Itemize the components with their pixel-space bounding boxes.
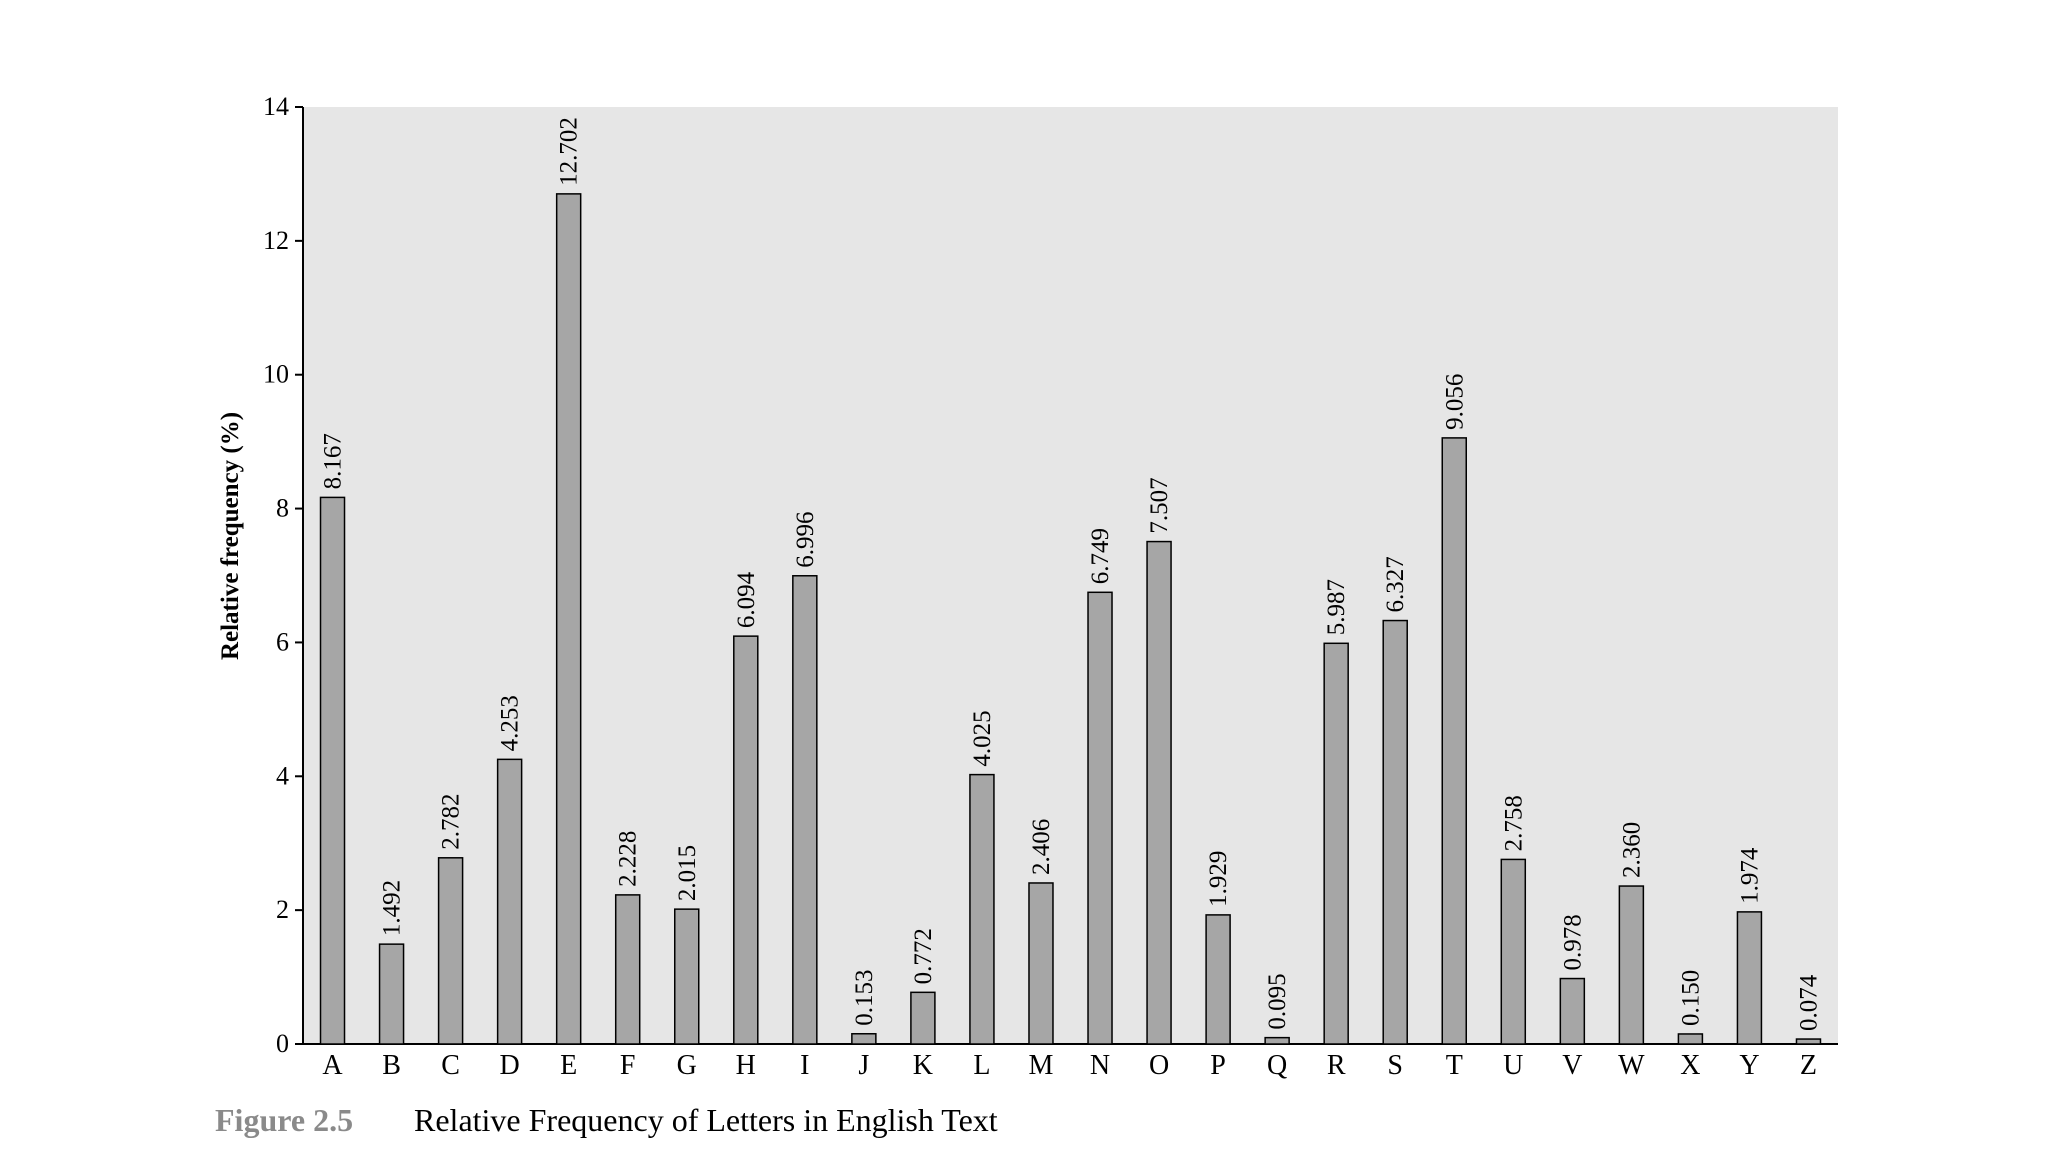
x-tick-label: U — [1503, 1050, 1523, 1081]
value-label: 6.749 — [1087, 528, 1114, 584]
x-tick-label: W — [1618, 1050, 1645, 1081]
y-tick-label: 4 — [276, 761, 289, 790]
y-tick-label: 8 — [276, 494, 289, 523]
x-tick-label: S — [1387, 1050, 1403, 1081]
y-tick-label: 6 — [276, 627, 289, 656]
bar — [1736, 911, 1763, 1045]
x-tick-label: V — [1562, 1050, 1582, 1081]
bar — [851, 1033, 877, 1045]
x-tick-label: Z — [1800, 1050, 1817, 1081]
value-label: 7.507 — [1146, 477, 1173, 533]
value-label: 2.015 — [674, 845, 701, 901]
value-label: 2.406 — [1028, 819, 1055, 875]
y-axis-label: Relative frequency (%) — [217, 412, 244, 660]
value-label: 5.987 — [1323, 579, 1350, 635]
value-label: 0.095 — [1264, 973, 1291, 1029]
x-tick-label: C — [441, 1050, 460, 1081]
x-tick-label: G — [677, 1050, 697, 1081]
value-label: 6.094 — [733, 571, 760, 628]
value-label: 0.074 — [1795, 974, 1822, 1031]
value-label: 1.929 — [1205, 851, 1232, 907]
x-tick-label: B — [382, 1050, 401, 1081]
x-tick-label: D — [500, 1050, 520, 1081]
y-tick-label: 0 — [276, 1029, 289, 1058]
x-tick-label: Y — [1739, 1050, 1759, 1081]
value-label: 0.153 — [851, 970, 878, 1026]
value-label: 0.772 — [910, 928, 937, 984]
bar — [1618, 885, 1645, 1045]
x-tick-label: K — [913, 1050, 933, 1081]
y-tick-label: 2 — [276, 895, 289, 924]
bar — [437, 857, 464, 1045]
value-label: 6.996 — [792, 512, 819, 568]
x-tick-label: R — [1327, 1050, 1346, 1081]
bar — [1264, 1036, 1290, 1045]
bar — [1205, 914, 1231, 1045]
bar — [1677, 1033, 1704, 1045]
bar — [1559, 977, 1586, 1045]
bar — [496, 758, 523, 1045]
value-label: 8.167 — [320, 433, 347, 489]
plot-area — [303, 107, 1838, 1044]
value-label: 4.025 — [969, 710, 996, 766]
bar — [910, 991, 936, 1045]
bar — [1146, 540, 1172, 1045]
x-tick-label: F — [620, 1050, 636, 1081]
x-tick-label: L — [973, 1050, 990, 1081]
x-tick-label: M — [1029, 1050, 1054, 1081]
x-tick-label: J — [858, 1050, 869, 1081]
value-label: 1.974 — [1736, 847, 1763, 904]
value-label: 2.782 — [438, 794, 465, 850]
x-tick-label: E — [560, 1050, 577, 1081]
x-tick-label: T — [1446, 1050, 1463, 1081]
x-tick-label: N — [1090, 1050, 1110, 1081]
value-label: 12.702 — [556, 117, 583, 186]
bar — [1028, 882, 1054, 1045]
bar — [319, 496, 346, 1045]
bar — [969, 773, 995, 1045]
bar — [1382, 619, 1408, 1045]
x-tick-label: Q — [1267, 1050, 1287, 1081]
figure-label: Figure 2.5 — [215, 1102, 353, 1138]
y-tick-label: 12 — [263, 226, 289, 255]
value-label: 9.056 — [1441, 374, 1468, 430]
bar — [733, 635, 759, 1045]
value-label: 2.360 — [1618, 822, 1645, 878]
x-tick-label: I — [800, 1050, 809, 1081]
x-tick-label: O — [1149, 1050, 1169, 1081]
bar — [1795, 1038, 1822, 1045]
value-label: 6.327 — [1382, 556, 1409, 612]
bar — [792, 575, 818, 1045]
value-label: 1.492 — [379, 880, 406, 936]
chart-title: Relative Frequency of Letters in English… — [414, 1102, 998, 1138]
x-tick-label: P — [1210, 1050, 1226, 1081]
x-tick-label: H — [736, 1050, 756, 1081]
bar — [1323, 642, 1349, 1045]
value-label: 4.253 — [497, 695, 524, 751]
value-label: 2.228 — [615, 831, 642, 887]
bar — [614, 894, 641, 1045]
value-label: 0.150 — [1677, 970, 1704, 1026]
y-tick-label: 14 — [263, 92, 289, 121]
bar — [1087, 591, 1113, 1045]
bar — [555, 193, 582, 1045]
y-tick-label: 10 — [263, 360, 289, 389]
bar — [1441, 437, 1467, 1045]
bar — [674, 908, 700, 1045]
value-label: 0.978 — [1559, 914, 1586, 970]
x-tick-label: A — [322, 1050, 343, 1081]
bar — [378, 943, 405, 1045]
value-label: 2.758 — [1500, 795, 1527, 851]
x-tick-label: X — [1680, 1050, 1700, 1081]
bar — [1500, 858, 1527, 1045]
